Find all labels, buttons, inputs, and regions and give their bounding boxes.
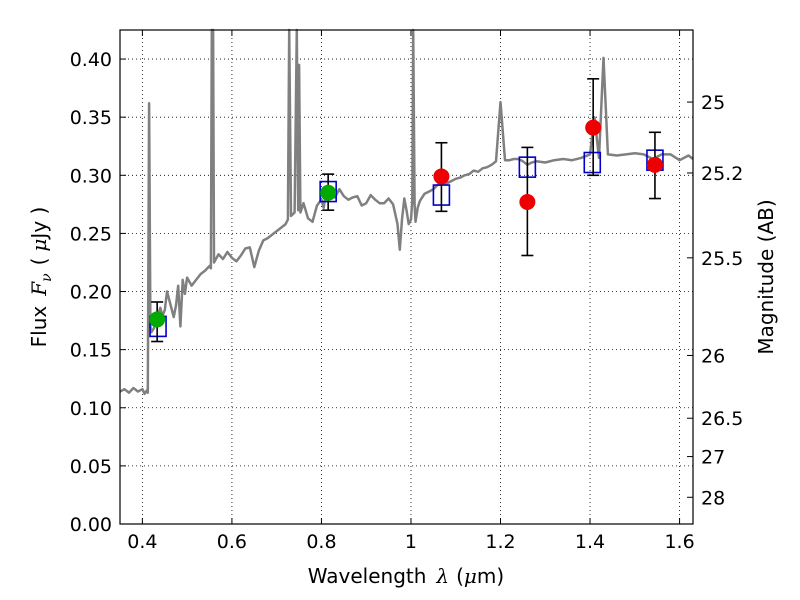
observed-point-green bbox=[149, 311, 166, 328]
y-tick-label: 0.30 bbox=[70, 165, 112, 187]
y-tick-label: 0.10 bbox=[70, 398, 112, 420]
right-tick-label: 25.2 bbox=[701, 163, 743, 185]
observed-point-red bbox=[646, 156, 663, 173]
x-tick-label: 1.6 bbox=[664, 531, 694, 553]
y-axis-label-symbol: F bbox=[27, 281, 51, 297]
x-axis-label-text: Wavelength bbox=[308, 564, 427, 588]
x-tick-label: 1 bbox=[405, 531, 417, 553]
y-tick-label: 0.25 bbox=[70, 223, 112, 245]
right-tick-label: 28 bbox=[701, 487, 725, 509]
observed-point-green bbox=[320, 184, 337, 201]
x-axis-label-symbol: λ bbox=[435, 564, 449, 588]
right-tick-label: 27 bbox=[701, 447, 725, 469]
y-tick-label: 0.20 bbox=[70, 282, 112, 304]
spectrum-layer bbox=[119, 28, 694, 396]
x-axis-label-unit-mu: μ bbox=[464, 564, 477, 588]
y-axis-label-unit-mu: μ bbox=[27, 239, 51, 252]
x-axis-label: Wavelength λ (μm) bbox=[308, 564, 504, 588]
y-tick-label: 0.00 bbox=[70, 514, 112, 536]
x-tick-label: 1.4 bbox=[575, 531, 605, 553]
model-point bbox=[583, 151, 602, 174]
plot-frame bbox=[119, 29, 694, 525]
axis-ticks: 0.4 0.6 0.8 1 1.2 1.4 1.6 0.00 0.05 0.10 0.15 0.20 0… bbox=[70, 30, 743, 553]
y-axis-label-subscript: ν bbox=[39, 273, 55, 282]
y-tick-label: 0.35 bbox=[70, 107, 112, 129]
x-tick-label: 0.6 bbox=[217, 531, 247, 553]
x-tick-label: 0.8 bbox=[306, 531, 336, 553]
right-tick-label: 26 bbox=[701, 345, 725, 367]
y-axis-label-unit-open: ( bbox=[27, 258, 51, 266]
observed-point-red bbox=[519, 194, 536, 211]
observed-point-red bbox=[433, 168, 450, 185]
y-axis-label: Flux Fν ( μJy ) bbox=[27, 207, 55, 348]
spectrum-line bbox=[119, 28, 694, 396]
x-axis-label-unit-rest: m) bbox=[477, 564, 504, 588]
x-axis-label-unit-open: ( bbox=[456, 564, 464, 588]
observed-points-layer bbox=[149, 78, 663, 343]
right-tick-label: 25 bbox=[701, 92, 725, 114]
right-axis-label: Magnitude (AB) bbox=[754, 199, 778, 354]
y-axis-label-text: Flux bbox=[27, 306, 51, 348]
right-tick-label: 25.5 bbox=[701, 248, 743, 270]
observed-point-red bbox=[585, 119, 602, 136]
x-tick-label: 1.2 bbox=[485, 531, 515, 553]
y-tick-label: 0.15 bbox=[70, 340, 112, 362]
y-axis-label-unit-rest: Jy ) bbox=[27, 207, 51, 241]
x-tick-label: 0.4 bbox=[127, 531, 157, 553]
y-tick-label: 0.40 bbox=[70, 49, 112, 71]
right-tick-label: 26.5 bbox=[701, 408, 743, 430]
y-tick-label: 0.05 bbox=[70, 456, 112, 478]
